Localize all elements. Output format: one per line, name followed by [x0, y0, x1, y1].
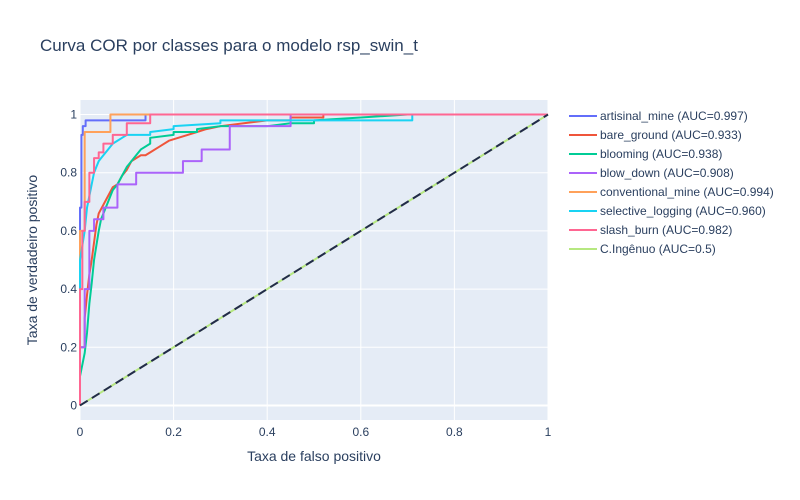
x-tick-label: 1 — [545, 425, 552, 439]
series-line-2 — [79, 113, 548, 406]
x-axis-title: Taxa de falso positivo — [247, 448, 381, 464]
legend-auc: (AUC=0.997) — [674, 109, 748, 123]
legend-auc: (AUC=0.938) — [649, 147, 723, 161]
series-line-3 — [79, 113, 548, 406]
legend-auc: (AUC=0.982) — [659, 223, 733, 237]
legend-name: C.Ingênuo — [600, 242, 656, 256]
legend-name: blow_down — [600, 166, 660, 180]
legend-entry-5: selective_logging (AUC=0.960) — [600, 204, 766, 218]
legend-entry-0: artisinal_mine (AUC=0.997) — [600, 109, 748, 123]
y-tick-label: 0.8 — [60, 166, 77, 180]
y-tick-label: 0 — [70, 398, 77, 412]
legend-auc: (AUC=0.5) — [655, 242, 715, 256]
legend-entry-6: slash_burn (AUC=0.982) — [600, 223, 732, 237]
x-tick-label: 0 — [77, 425, 84, 439]
x-tick-label: 0.2 — [165, 425, 182, 439]
y-tick-label: 1 — [70, 108, 77, 122]
x-tick-label: 0.4 — [259, 425, 276, 439]
legend-name: selective_logging — [600, 204, 692, 218]
y-tick-label: 0.2 — [60, 340, 77, 354]
y-axis-title: Taxa de verdadeiro positivo — [24, 175, 40, 346]
legend-auc: (AUC=0.908) — [660, 166, 734, 180]
legend-name: artisinal_mine — [600, 109, 674, 123]
legend-name: conventional_mine — [600, 185, 700, 199]
chart-title: Curva COR por classes para o modelo rsp_… — [40, 36, 418, 55]
legend-entry-7: C.Ingênuo (AUC=0.5) — [600, 242, 716, 256]
legend-auc: (AUC=0.960) — [692, 204, 766, 218]
legend-entry-4: conventional_mine (AUC=0.994) — [600, 185, 774, 199]
legend-name: blooming — [600, 147, 649, 161]
legend-entry-2: blooming (AUC=0.938) — [600, 147, 722, 161]
legend-entry-3: blow_down (AUC=0.908) — [600, 166, 734, 180]
series-line-0 — [79, 113, 548, 406]
x-tick-label: 0.6 — [352, 425, 369, 439]
series-line-4 — [79, 113, 548, 406]
axis-ticks: 0 0.2 0.4 0.6 0.8 1 0 0.2 0.4 0.6 0.8 1 — [60, 108, 551, 439]
series-line-1 — [79, 113, 548, 406]
x-tick-label: 0.8 — [446, 425, 463, 439]
legend: artisinal_mine (AUC=0.997) bare_ground (A… — [569, 109, 774, 256]
legend-name: bare_ground — [600, 128, 668, 142]
legend-auc: (AUC=0.933) — [668, 128, 742, 142]
legend-entry-1: bare_ground (AUC=0.933) — [600, 128, 742, 142]
legend-name: slash_burn — [600, 223, 659, 237]
series-lines — [79, 113, 549, 407]
y-tick-label: 0.4 — [60, 282, 77, 296]
series-line-6 — [79, 113, 548, 406]
legend-auc: (AUC=0.994) — [700, 185, 774, 199]
y-tick-label: 0.6 — [60, 224, 77, 238]
reference-diagonal-line — [79, 113, 549, 407]
